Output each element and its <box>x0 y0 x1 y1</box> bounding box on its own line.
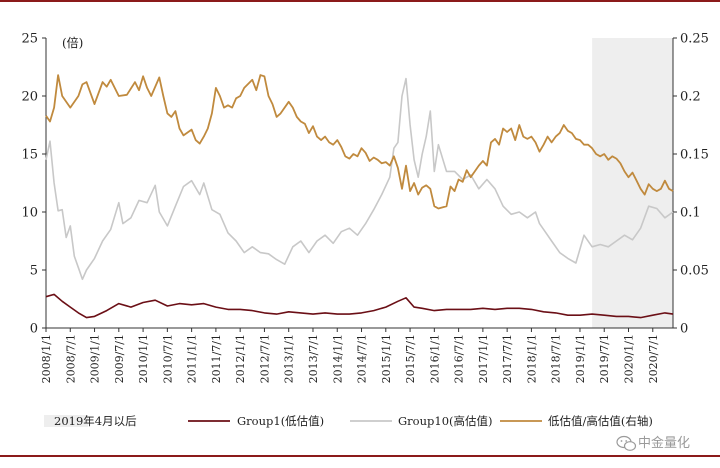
wechat-icon <box>616 435 637 451</box>
x-tick-label: 2014/7/1 <box>356 334 369 383</box>
x-tick-label: 2017/1/1 <box>477 334 490 383</box>
series-line-2 <box>45 77 674 281</box>
left-tick-label: 20 <box>21 90 38 105</box>
legend-swatch-box <box>44 415 88 427</box>
x-tick-label: 2018/1/1 <box>525 334 538 383</box>
x-tick-label: 2014/1/1 <box>331 334 344 383</box>
x-tick-label: 2012/1/1 <box>234 334 247 383</box>
x-tick-label: 2016/7/1 <box>453 334 466 383</box>
x-tick-label: 2013/7/1 <box>307 334 320 383</box>
y-unit-label: (倍) <box>62 35 83 50</box>
shaded-region-rect <box>592 38 673 328</box>
watermark-text: 中金量化 <box>638 435 690 451</box>
x-tick-label: 2017/7/1 <box>501 334 514 383</box>
series-line-1 <box>45 293 674 319</box>
legend-label: Group10(高估值) <box>398 414 492 428</box>
x-tick-label: 2018/7/1 <box>550 334 563 383</box>
axes: 0 5 10 15 20 25 0 0.05 0.1 0.15 0.2 0.25 2008/1/1 200… <box>21 32 709 384</box>
x-tick-label: 2008/7/1 <box>64 334 77 383</box>
x-tick-label: 2011/1/1 <box>186 334 199 383</box>
right-tick-label: 0 <box>680 322 688 337</box>
legend: 2019年4月以后 Group1(低估值) Group10(高估值) 低估值/高估值(… <box>44 414 653 428</box>
left-tick-label: 5 <box>30 264 38 279</box>
right-tick-label: 0.1 <box>680 206 701 221</box>
x-tick-label: 2020/7/1 <box>647 334 660 383</box>
x-tick-label: 2010/1/1 <box>137 334 150 383</box>
x-tick-label: 2015/7/1 <box>404 334 417 383</box>
shaded-region <box>592 38 673 328</box>
x-tick-label: 2009/7/1 <box>113 334 126 383</box>
x-tick-label: 2008/1/1 <box>40 334 53 383</box>
right-tick-label: 0.15 <box>680 148 709 163</box>
right-tick-label: 0.2 <box>680 90 701 105</box>
legend-label: 低估值/高估值(右轴) <box>548 414 653 428</box>
x-tick-label: 2011/7/1 <box>210 334 223 383</box>
top-border <box>0 0 720 2</box>
right-tick-label: 0.25 <box>680 32 709 47</box>
x-tick-label: 2016/1/1 <box>428 334 441 383</box>
legend-label: 2019年4月以后 <box>54 414 137 428</box>
x-tick-label: 2019/7/1 <box>598 334 611 383</box>
right-tick-label: 0.05 <box>680 264 709 279</box>
series-line-3 <box>45 74 674 210</box>
legend-label: Group1(低估值) <box>237 414 324 428</box>
bottom-border <box>0 455 720 457</box>
left-tick-label: 25 <box>21 32 38 47</box>
x-tick-label: 2012/7/1 <box>258 334 271 383</box>
watermark: 中金量化 <box>616 435 690 451</box>
left-tick-label: 0 <box>30 322 38 337</box>
series <box>45 74 674 319</box>
left-tick-label: 15 <box>21 148 38 163</box>
x-tick-label: 2020/1/1 <box>623 334 636 383</box>
x-tick-label: 2010/7/1 <box>161 334 174 383</box>
x-tick-label: 2015/1/1 <box>380 334 393 383</box>
left-tick-label: 10 <box>21 206 38 221</box>
x-tick-label: 2013/1/1 <box>283 334 296 383</box>
x-tick-label: 2019/1/1 <box>574 334 587 383</box>
x-tick-label: 2009/1/1 <box>89 334 102 383</box>
